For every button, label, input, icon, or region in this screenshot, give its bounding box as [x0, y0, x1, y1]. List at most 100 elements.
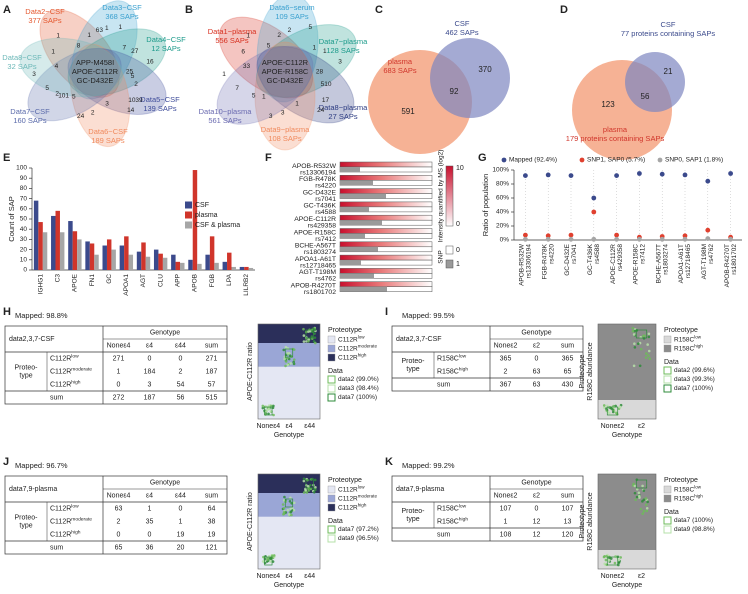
table-dataset: data7,9-plasma	[9, 486, 57, 493]
row-label: C112Rlow	[50, 503, 79, 512]
snp-fill	[340, 260, 361, 266]
sample-dot	[642, 337, 646, 340]
y-axis-label: APOE-C112R ratio	[247, 342, 254, 401]
snp-swatch	[445, 259, 454, 269]
region-count: 24	[77, 113, 85, 120]
table-border	[391, 325, 584, 392]
point	[705, 236, 711, 242]
point	[659, 171, 665, 177]
bar	[205, 254, 210, 270]
sample-dot	[309, 483, 312, 487]
x-tick-label: rs7041	[571, 244, 578, 264]
sample-dot	[292, 348, 296, 351]
column-label: sum	[205, 342, 218, 349]
legend-swatch	[663, 335, 672, 344]
row-label: FGB-R478K	[299, 176, 336, 183]
region-count: 2	[288, 27, 292, 34]
table-cell: 367	[500, 381, 512, 388]
x-tick-label: ε2	[638, 423, 645, 430]
label-sup: high	[71, 529, 81, 535]
region-count: 92	[450, 87, 459, 96]
region-count: 1	[246, 32, 250, 39]
legend-label: C112Rlow	[338, 484, 365, 493]
sample-dot	[618, 405, 622, 409]
bar	[180, 262, 185, 270]
plot-frame	[257, 473, 321, 570]
row-header: Proteo-	[15, 364, 39, 371]
bar	[227, 252, 232, 270]
x-tick-label: GC	[106, 274, 113, 284]
set-label: Data7−plasma	[319, 37, 368, 46]
colorbar-tick: 10	[456, 165, 464, 172]
sample-dot	[290, 513, 293, 517]
column-label: sum	[205, 492, 218, 499]
intensity-row	[339, 214, 433, 221]
column-label: Noneε2	[494, 342, 518, 349]
region-count: 370	[478, 65, 492, 74]
row-label: BCHE-A567T	[295, 243, 336, 250]
table-cell: 13	[564, 518, 572, 525]
label-base: R158C	[437, 505, 459, 512]
sample-dot	[647, 349, 651, 353]
row-header: type	[19, 372, 32, 379]
x-tick-label: AGT-T198M	[701, 244, 708, 279]
sample-dot	[642, 489, 646, 492]
legend-label: data9 (98.8%)	[674, 526, 715, 533]
label-base: C112R	[50, 505, 71, 512]
table-border	[4, 325, 228, 405]
point	[545, 236, 551, 242]
set-size: 556 SAPs	[215, 36, 249, 45]
y-axis-label: Proteotype	[579, 354, 586, 388]
sample-dot	[263, 557, 267, 561]
label-sup: high	[71, 379, 81, 385]
y-axis-label: Proteotype	[579, 504, 586, 538]
row-label: rs1803274	[304, 249, 336, 256]
bar	[171, 254, 176, 270]
legend-title: Proteotype	[664, 327, 698, 334]
x-tick-label: ε44	[304, 423, 315, 430]
venn-set	[256, 0, 319, 103]
sample-dot	[269, 409, 273, 413]
row-label: sum	[437, 381, 450, 388]
label-sup: low	[71, 503, 79, 509]
y-tick-label: 30	[20, 236, 28, 243]
set-size: 561 SAPs	[208, 116, 242, 125]
table-cell: 365	[562, 355, 574, 362]
point	[682, 236, 688, 242]
bar	[72, 231, 78, 270]
shared-sap: GC-D432E	[267, 76, 304, 85]
colorbar	[445, 165, 454, 227]
legend-label: data2 (99.0%)	[338, 376, 379, 383]
table-cell: 0	[179, 355, 183, 362]
table-cell: 54	[177, 381, 185, 388]
y-tick-label: 80%	[496, 181, 509, 188]
table-cell: 65	[115, 544, 123, 551]
table-cell: 2	[504, 368, 508, 375]
region-count: 1	[295, 100, 299, 107]
legend-swatch	[327, 335, 336, 344]
snp-fill	[340, 286, 387, 292]
snp-fill	[340, 220, 382, 226]
legend-label: CSF	[195, 202, 209, 209]
sample-dot	[641, 334, 645, 338]
sample-dot	[313, 478, 317, 482]
sample-dot	[639, 347, 643, 351]
label-sup: high	[358, 352, 367, 357]
region-count: 3	[105, 100, 109, 107]
region-count: 28	[316, 69, 324, 76]
panel-label: I	[385, 306, 388, 318]
x-tick-label: IGHG1	[37, 274, 44, 295]
row-header: Proteo-	[15, 514, 39, 521]
label-base: C112R	[338, 336, 358, 343]
bar	[209, 236, 215, 270]
legend-swatch	[327, 503, 336, 512]
region-count: 5	[131, 73, 135, 80]
sample-dot	[283, 357, 286, 361]
bar	[214, 262, 219, 270]
point	[523, 232, 528, 238]
legend-label: C112Rhigh	[338, 502, 367, 511]
region-count: 1	[262, 94, 266, 101]
panel-label: B	[185, 4, 193, 16]
table-cell: 0	[117, 531, 121, 538]
